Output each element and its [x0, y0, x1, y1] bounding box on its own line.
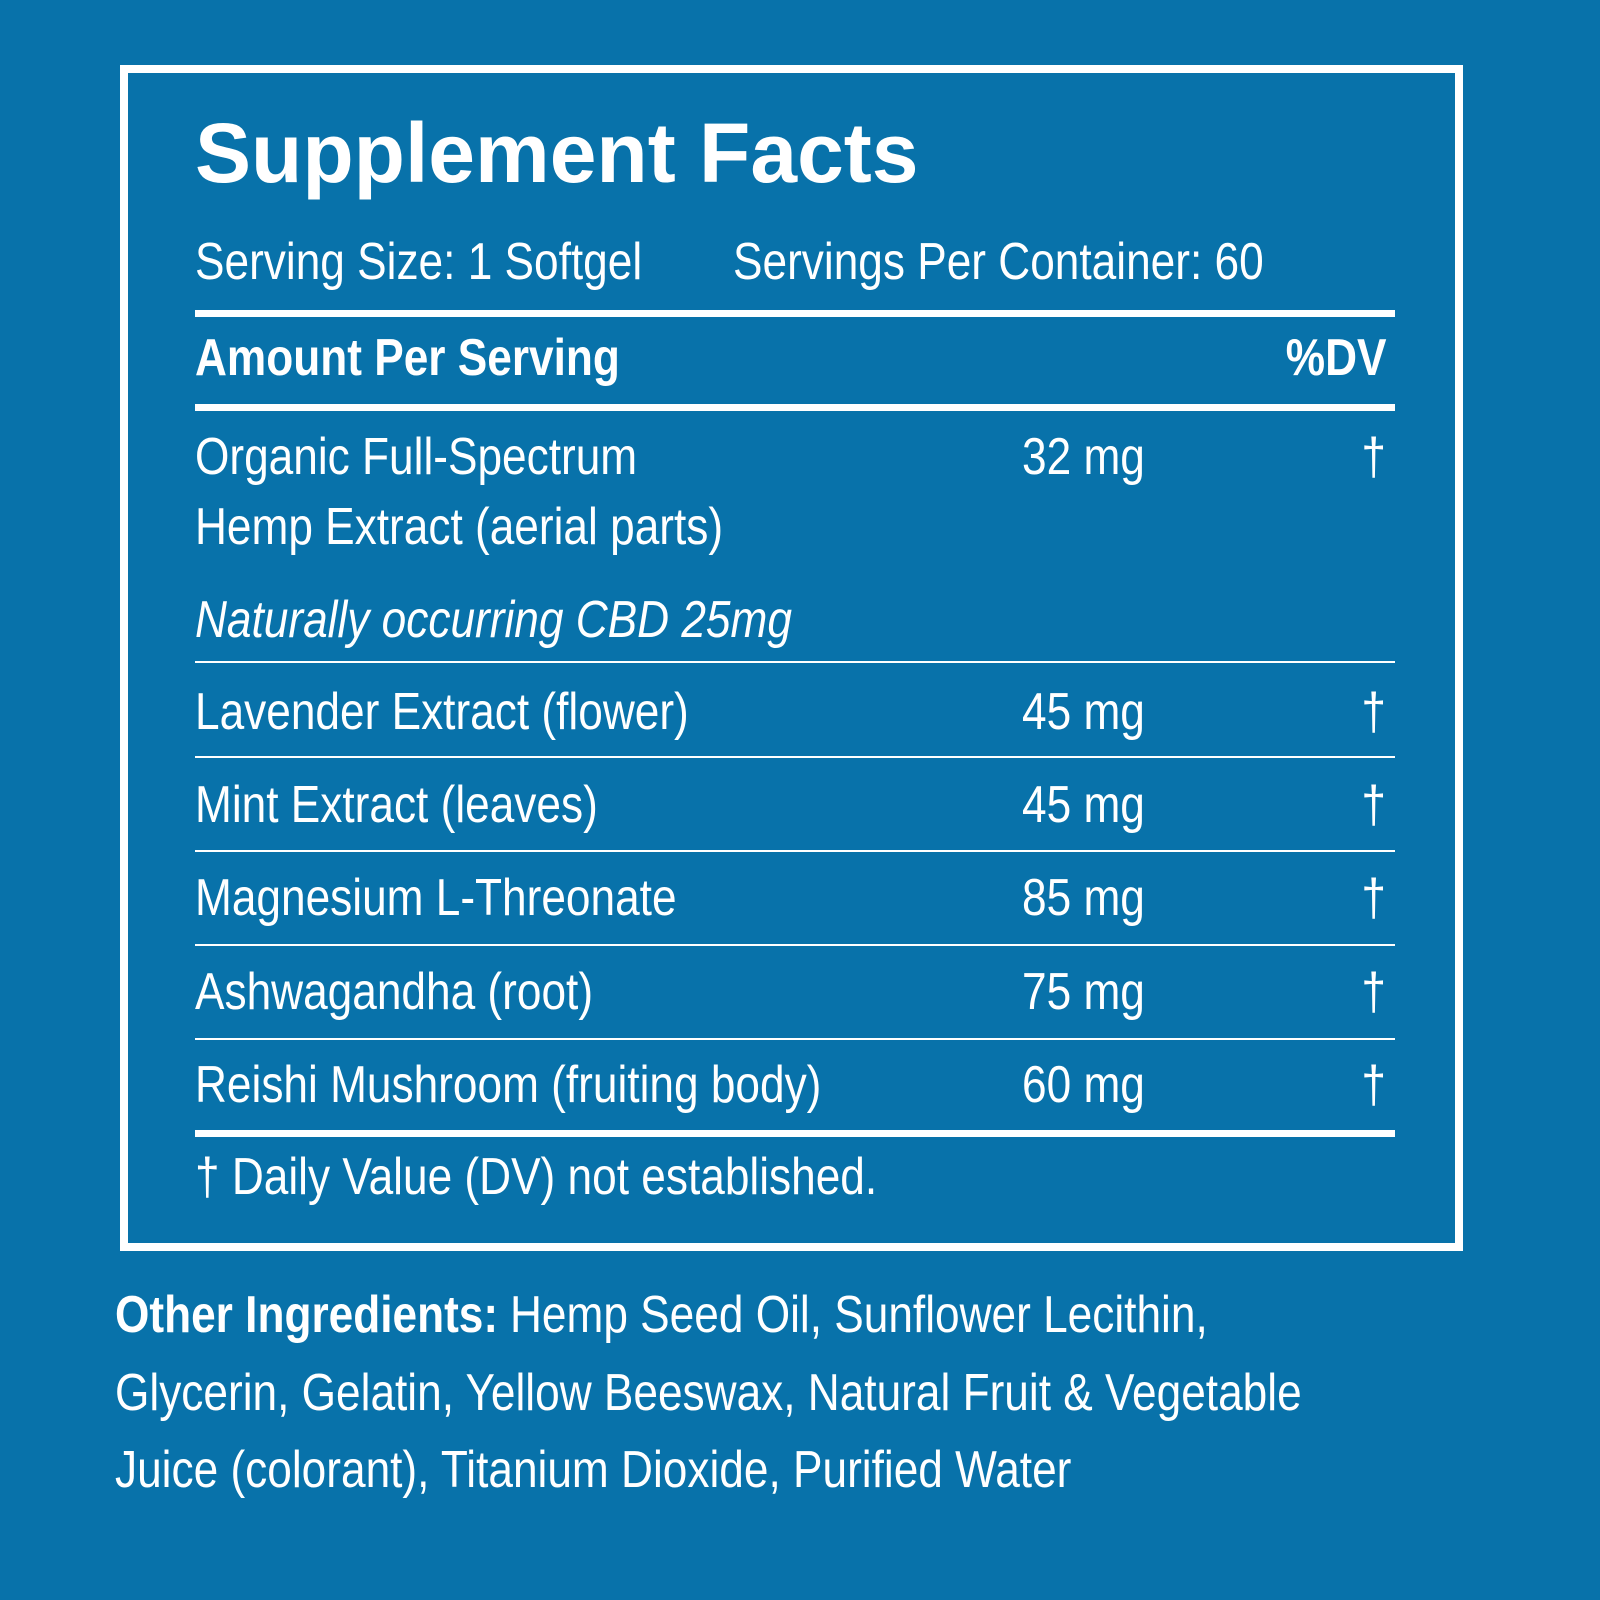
ingredient-amount: 60 mg: [1022, 1056, 1145, 1114]
ingredient-dv: †: [1361, 683, 1386, 741]
ingredient-name: Mint Extract (leaves): [195, 776, 598, 834]
ingredient-dv: †: [1361, 869, 1386, 927]
ingredient-amount: 85 mg: [1022, 869, 1145, 927]
facts-box: [120, 65, 1463, 1251]
ingredient-name: Lavender Extract (flower): [195, 683, 689, 741]
thick-rule: [195, 310, 1395, 317]
other-ingredients-label: Other Ingredients:: [115, 1286, 499, 1344]
servings-per-container: Servings Per Container: 60: [733, 233, 1264, 291]
thin-rule: [195, 944, 1395, 946]
title: Supplement Facts: [195, 106, 919, 200]
ingredient-dv: †: [1361, 776, 1386, 834]
ingredient-amount: 32 mg: [1022, 428, 1145, 486]
serving-size: Serving Size: 1 Softgel: [195, 233, 643, 291]
ingredient-amount: 75 mg: [1022, 963, 1145, 1021]
ingredient-name: Ashwagandha (root): [195, 963, 594, 1021]
thin-rule: [195, 1038, 1395, 1040]
thin-rule: [195, 850, 1395, 852]
other-ingredients-text: Juice (colorant), Titanium Dioxide, Puri…: [115, 1441, 1072, 1499]
header-amount: Amount Per Serving: [195, 329, 620, 387]
ingredient-name: Magnesium L-Threonate: [195, 869, 677, 927]
ingredient-amount: 45 mg: [1022, 776, 1145, 834]
thick-rule: [195, 1130, 1395, 1137]
ingredient-name: Organic Full-Spectrum: [195, 428, 638, 486]
header-dv: %DV: [1285, 329, 1386, 387]
thin-rule: [195, 756, 1395, 758]
thick-rule: [195, 404, 1395, 411]
ingredient-amount: 45 mg: [1022, 683, 1145, 741]
ingredient-name: Hemp Extract (aerial parts): [195, 498, 724, 556]
other-ingredients-text: Hemp Seed Oil, Sunflower Lecithin,: [510, 1286, 1208, 1344]
footnote: † Daily Value (DV) not established.: [195, 1148, 878, 1206]
ingredient-dv: †: [1361, 963, 1386, 1021]
other-ingredients-text: Glycerin, Gelatin, Yellow Beeswax, Natur…: [115, 1364, 1302, 1422]
ingredient-note: Naturally occurring CBD 25mg: [195, 591, 792, 649]
thin-rule: [195, 661, 1395, 663]
ingredient-dv: †: [1361, 428, 1386, 486]
ingredient-dv: †: [1361, 1056, 1386, 1114]
ingredient-name: Reishi Mushroom (fruiting body): [195, 1056, 822, 1114]
